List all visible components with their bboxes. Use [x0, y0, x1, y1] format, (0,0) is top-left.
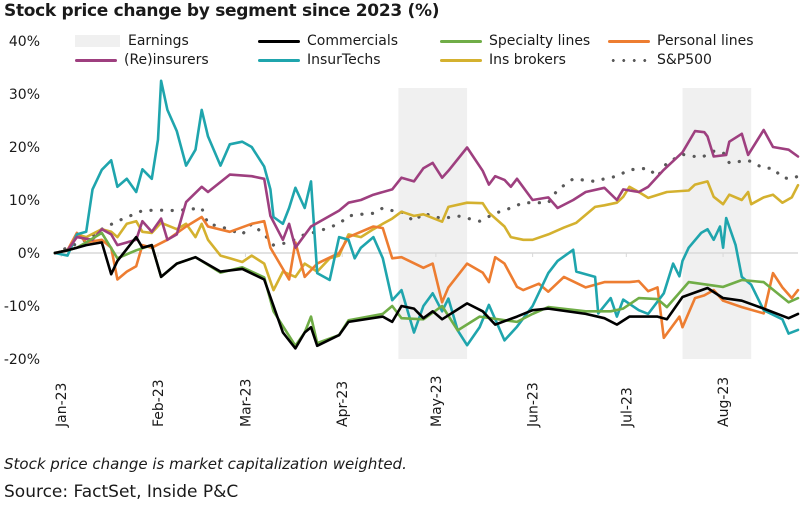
legend-item-specialty-lines: Specialty lines: [440, 33, 590, 49]
legend-label: Earnings: [128, 33, 189, 49]
earnings-period-band: [682, 88, 752, 359]
footnote: Stock price change is market capitalizat…: [4, 455, 407, 473]
y-tick-label: -10%: [4, 299, 40, 315]
legend-item-insurtechs: InsurTechs: [258, 52, 381, 68]
x-tick-label: Jan-23: [54, 383, 70, 428]
y-tick-label: 20%: [9, 140, 40, 156]
legend-label: Personal lines: [657, 33, 754, 49]
legend-dotted-swatch: [608, 58, 650, 62]
legend-line-swatch: [440, 39, 482, 43]
y-tick-label: -20%: [4, 352, 40, 368]
legend-item-reinsurers: (Re)insurers: [75, 52, 209, 68]
legend-label: Ins brokers: [489, 52, 566, 68]
legend-item-sp500: S&P500: [608, 52, 712, 68]
legend-label: Commercials: [307, 33, 399, 49]
legend-line-swatch: [75, 58, 117, 62]
x-tick-label: Aug-23: [716, 377, 732, 427]
legend-item-commercials: Commercials: [258, 33, 398, 49]
y-tick-label: 40%: [9, 34, 40, 50]
series-line-personal-lines: [53, 215, 800, 340]
y-tick-label: 10%: [9, 193, 40, 209]
y-tick-label: 0%: [18, 246, 40, 262]
legend-line-swatch: [258, 58, 300, 62]
legend-item-personal-lines: Personal lines: [608, 33, 754, 49]
legend-line-swatch: [608, 39, 650, 43]
legend-item-ins-brokers: Ins brokers: [440, 52, 566, 68]
x-tick-label: Mar-23: [238, 379, 254, 427]
legend-label: InsurTechs: [307, 52, 381, 68]
chart-title: Stock price change by segment since 2023…: [4, 1, 440, 21]
legend-label: (Re)insurers: [124, 52, 209, 68]
series-line-insurtechs: [53, 79, 800, 347]
legend-label: Specialty lines: [489, 33, 591, 49]
legend-label: S&P500: [657, 52, 712, 68]
series-line-commercials: [53, 235, 800, 350]
x-tick-label: May-23: [429, 375, 445, 427]
legend-line-swatch: [440, 58, 482, 62]
x-tick-label: Jul-23: [619, 387, 635, 428]
series-line-re-insurers: [53, 128, 800, 255]
y-tick-label: 30%: [9, 87, 40, 103]
x-tick-label: Jun-23: [526, 382, 542, 428]
x-tick-label: Apr-23: [335, 381, 351, 427]
legend-line-swatch: [258, 39, 300, 43]
earnings-swatch: [75, 35, 120, 47]
legend-item-earnings: Earnings: [75, 33, 189, 49]
x-tick-label: Feb-23: [151, 379, 167, 427]
source-note: Source: FactSet, Inside P&C: [4, 482, 239, 502]
series-line-ins-brokers: [53, 180, 800, 292]
